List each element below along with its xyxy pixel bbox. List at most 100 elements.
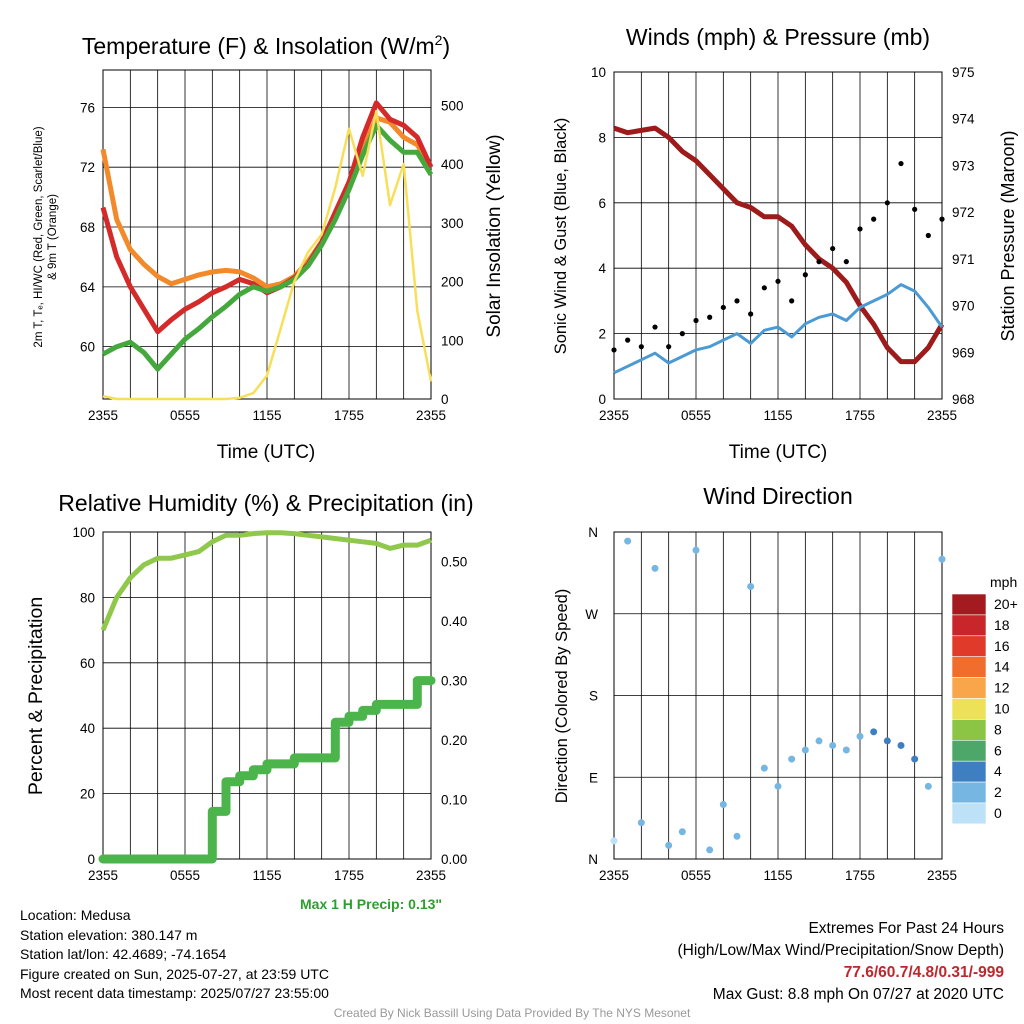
wdir-y-tick: E bbox=[589, 770, 598, 785]
winds-x-tick: 2355 bbox=[599, 408, 629, 423]
direction-point bbox=[911, 755, 919, 763]
wdir-x-tick: 1155 bbox=[763, 868, 792, 883]
temp-y2-tick: 100 bbox=[441, 333, 464, 348]
wdir-x-tick: 2355 bbox=[927, 868, 957, 883]
rh-y2-tick: 0.10 bbox=[441, 793, 467, 808]
temp-y2-tick: 500 bbox=[441, 98, 464, 113]
station-info: Location: Medusa Station elevation: 380.… bbox=[20, 906, 329, 1004]
gust-point bbox=[666, 344, 672, 350]
legend-label: 12 bbox=[994, 680, 1010, 696]
gust-point bbox=[748, 311, 754, 317]
rh-x-tick: 1755 bbox=[334, 868, 364, 883]
direction-point bbox=[788, 755, 796, 763]
wind-direction-panel: Wind Direction Direction (Colored By Spe… bbox=[553, 483, 1018, 825]
direction-point bbox=[897, 741, 905, 749]
wdir-y-tick: S bbox=[589, 689, 598, 704]
direction-point bbox=[678, 828, 686, 836]
humidity-y-label: Percent & Precipitation bbox=[25, 597, 47, 795]
winds-series-wind bbox=[613, 283, 944, 375]
wdir-y-tick: N bbox=[588, 525, 598, 540]
temperature-y-label-line2: & 9m T (Orange) bbox=[47, 194, 59, 280]
winds-y2-tick: 969 bbox=[952, 345, 975, 360]
direction-point bbox=[733, 832, 741, 840]
legend-label: 8 bbox=[994, 721, 1002, 737]
winds-x-tick: 0555 bbox=[681, 408, 711, 423]
latlon-text: Station lat/lon: 42.4689; -74.1654 bbox=[20, 946, 227, 962]
direction-point bbox=[610, 837, 618, 845]
temp-y-tick: 60 bbox=[80, 340, 95, 355]
legend-swatch bbox=[951, 698, 987, 720]
winds-y2-tick: 973 bbox=[952, 158, 975, 173]
temperature-y-label-line1: 2m T, Tₑ, HI/WC (Red, Green, Scarlet/Blu… bbox=[33, 126, 45, 347]
legend-label: 2 bbox=[994, 784, 1002, 800]
direction-point bbox=[719, 801, 727, 808]
gust-point bbox=[871, 216, 877, 222]
precip-line bbox=[98, 676, 436, 864]
legend-swatch bbox=[951, 802, 987, 825]
rh-y2-tick: 0.50 bbox=[441, 555, 467, 570]
wdir-y-tick: W bbox=[585, 607, 598, 622]
temp-x-tick: 1155 bbox=[252, 408, 281, 423]
wdir-x-tick: 1755 bbox=[845, 868, 875, 883]
rh-x-tick: 0555 bbox=[170, 868, 200, 883]
legend-label: 4 bbox=[994, 763, 1002, 779]
direction-point bbox=[829, 741, 837, 749]
max-gust-text: Max Gust: 8.8 mph On 07/27 at 2020 UTC bbox=[712, 986, 1004, 1003]
created-text: Figure created on Sun, 2025-07-27, at 23… bbox=[20, 965, 329, 982]
gust-point bbox=[761, 285, 767, 291]
legend-label: 16 bbox=[994, 638, 1010, 654]
wdir-y-tick: N bbox=[588, 852, 598, 867]
rh-x-tick: 2355 bbox=[88, 868, 118, 883]
rh-y2-tick: 0.20 bbox=[441, 733, 467, 748]
rh-y-tick: 40 bbox=[80, 721, 95, 736]
legend-label: 14 bbox=[994, 659, 1010, 675]
extremes-title: Extremes For Past 24 Hours bbox=[808, 920, 1004, 937]
recent-data-text: Most recent data timestamp: 2025/07/27 2… bbox=[20, 985, 329, 1001]
winds-y2-tick: 972 bbox=[952, 205, 975, 220]
rh-y2-tick: 0.40 bbox=[441, 614, 467, 629]
temp-x-tick: 2355 bbox=[88, 408, 118, 423]
plot-areas: 2355 0555 1155 1755 235560646872760100200300… bbox=[72, 65, 975, 883]
gust-point bbox=[802, 272, 808, 278]
rh-y2-tick: 0.00 bbox=[441, 852, 467, 867]
temp-series-td2m bbox=[101, 122, 434, 372]
legend-swatch bbox=[951, 739, 987, 762]
wdir-x-tick: 2355 bbox=[599, 868, 629, 883]
legend-swatch bbox=[951, 593, 987, 616]
legend-label: 6 bbox=[994, 742, 1002, 758]
gust-point bbox=[679, 331, 685, 337]
winds-y2-tick: 970 bbox=[952, 299, 975, 314]
direction-point bbox=[747, 583, 755, 590]
temp-axes: 2355 0555 1155 1755 2355 60 64 68 72 76 0 100 200 300… bbox=[80, 69, 464, 423]
rh-y-tick: 0 bbox=[87, 852, 95, 867]
direction-point bbox=[637, 819, 645, 827]
direction-point bbox=[651, 564, 659, 572]
temp-x-tick: 1755 bbox=[334, 408, 364, 423]
location-text: Location: Medusa bbox=[20, 907, 131, 923]
gust-point bbox=[939, 216, 945, 222]
gust-point bbox=[707, 314, 713, 320]
gust-point bbox=[898, 160, 904, 167]
gust-point bbox=[884, 200, 890, 206]
temperature-panel: Temperature (F) & Insolation (W/m2) Time… bbox=[33, 32, 505, 463]
winds-y2-tick: 974 bbox=[952, 112, 975, 127]
winds-y-label: Sonic Wind & Gust (Blue, Black) bbox=[552, 118, 570, 355]
legend-swatch bbox=[951, 677, 987, 699]
gust-point bbox=[625, 337, 631, 343]
direction-point bbox=[692, 546, 700, 554]
winds-y-tick: 2 bbox=[598, 327, 606, 342]
gust-point bbox=[925, 232, 931, 239]
winds-y-tick: 4 bbox=[598, 261, 606, 276]
temp-x-tick: 2355 bbox=[416, 408, 446, 423]
gust-point bbox=[652, 324, 658, 330]
legend-swatch bbox=[951, 760, 987, 783]
gust-point bbox=[693, 317, 699, 324]
gust-point bbox=[775, 278, 781, 284]
speed-legend: 20+ 18 16 14 12 10 8 6 4 2 0 bbox=[951, 593, 1018, 825]
gust-point bbox=[734, 298, 740, 304]
rh-y2-tick: 0.30 bbox=[441, 674, 467, 689]
winds-y-tick: 8 bbox=[598, 130, 606, 145]
gust-point bbox=[912, 206, 918, 212]
temp-x-tick: 0555 bbox=[170, 408, 200, 423]
